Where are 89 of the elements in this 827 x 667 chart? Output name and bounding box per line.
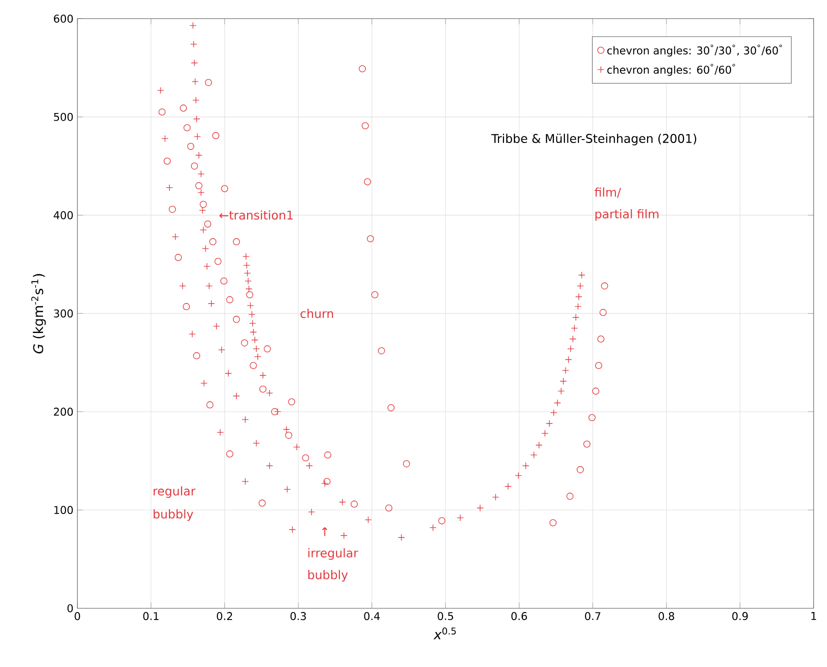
point [371, 291, 378, 298]
x-tick-label: 0.8 [658, 612, 674, 620]
point [438, 517, 446, 524]
annotation: ↑ [322, 527, 328, 536]
point [549, 519, 557, 526]
point [302, 454, 310, 462]
point [195, 182, 202, 190]
point [168, 206, 176, 213]
point [366, 235, 374, 242]
y-tick-label: 100 [54, 506, 73, 514]
point [324, 451, 332, 459]
point [595, 362, 602, 370]
annotation: irregular [308, 548, 358, 560]
point [271, 408, 278, 416]
point [385, 504, 392, 512]
x-tick-label: 0 [74, 612, 80, 620]
point [583, 440, 590, 448]
point [250, 362, 257, 370]
x-tick-label: 0.6 [511, 612, 527, 620]
point [204, 220, 212, 228]
legend-label: chevron angles: 60$^{°}$/60$^{°}$ [607, 64, 736, 76]
annotation: bubbly [308, 570, 348, 582]
point [180, 104, 187, 112]
point [323, 478, 331, 486]
x-tick-label: 0.2 [216, 612, 232, 620]
point [258, 500, 266, 507]
annotation: bubbly [154, 509, 194, 521]
point [387, 404, 395, 412]
point [362, 122, 369, 130]
point [601, 282, 608, 290]
y-tick-label: 400 [54, 211, 73, 220]
point [576, 466, 584, 474]
x-axis-title: x$^{0.5}$ [433, 628, 456, 640]
point [232, 238, 240, 246]
point [264, 345, 271, 352]
point [226, 450, 234, 458]
point [588, 414, 596, 422]
y-axis-title: G (kgm$^{-2}$s$^{-1}$) [31, 274, 46, 354]
point [221, 185, 228, 192]
point [600, 308, 607, 316]
point [214, 258, 222, 265]
annotation: ←transition1 [219, 210, 293, 220]
legend-label: chevron angles: 30$^{°}$/30$^{°}$, 30$^{°}$/60$^{°}$ [607, 44, 782, 57]
point [209, 238, 216, 246]
point [402, 460, 410, 468]
x-tick-label: 1 [811, 612, 816, 620]
x-tick-label: 0.5 [438, 612, 454, 620]
point [232, 316, 240, 323]
point [246, 291, 254, 298]
point [597, 335, 604, 343]
point [193, 352, 200, 360]
point [204, 79, 212, 86]
point [364, 178, 372, 186]
x-tick-label: 0.3 [290, 612, 306, 620]
point [164, 158, 171, 165]
x-tick-label: 0.1 [143, 612, 158, 620]
point [566, 492, 574, 500]
x-tick-label: 0.7 [585, 612, 600, 620]
y-tick-label: 600 [54, 14, 73, 23]
point [285, 432, 292, 439]
point [206, 401, 214, 408]
annotation: partial film [595, 209, 658, 221]
point [184, 124, 191, 132]
point [358, 65, 366, 72]
point [259, 386, 266, 393]
y-tick-label: 300 [54, 309, 73, 318]
y-tick-label: 0 [67, 604, 73, 612]
point [190, 162, 198, 170]
y-tick-label: 200 [54, 408, 73, 416]
point [226, 296, 234, 304]
point [187, 142, 194, 150]
annotation: churn [300, 308, 334, 318]
point [240, 339, 248, 346]
point [182, 303, 190, 310]
y-tick-label: 500 [54, 112, 73, 121]
annotation: film/ [594, 188, 622, 198]
point [174, 254, 182, 262]
annotation: regular [154, 486, 196, 498]
point [158, 108, 166, 116]
x-tick-label: 0.4 [364, 612, 380, 620]
point [212, 132, 220, 140]
point [220, 278, 228, 285]
point [378, 347, 385, 354]
point [592, 388, 600, 395]
annotation: Tribbe & Müller-Steinhagen (2001) [491, 134, 696, 146]
point [350, 500, 358, 508]
point [288, 398, 296, 406]
point [200, 200, 207, 208]
x-tick-label: 0.9 [732, 612, 748, 620]
